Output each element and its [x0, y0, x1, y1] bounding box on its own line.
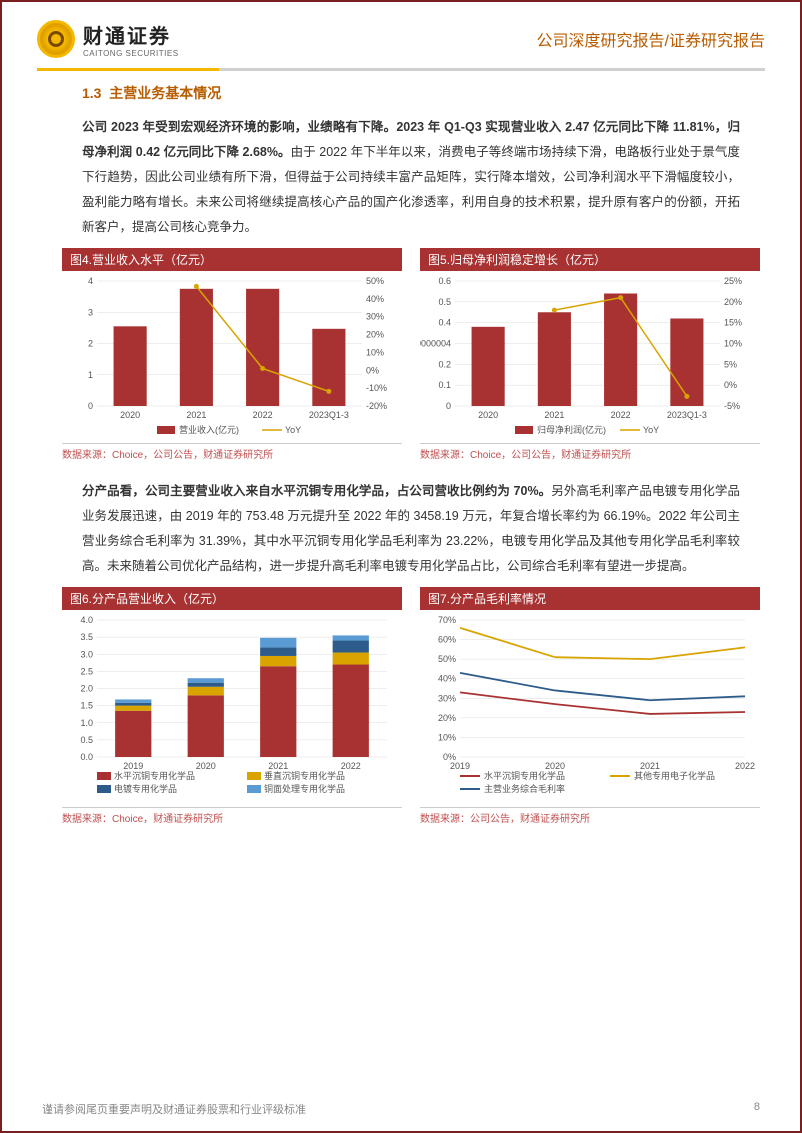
- paragraph-1: 公司 2023 年受到宏观经济环境的影响，业绩略有下降。2023 年 Q1-Q3…: [82, 115, 740, 240]
- svg-text:30%: 30%: [366, 312, 384, 322]
- svg-text:归母净利润(亿元): 归母净利润(亿元): [537, 424, 606, 435]
- svg-text:水平沉铜专用化学品: 水平沉铜专用化学品: [484, 770, 565, 781]
- chart-5-title: 图5.归母净利润稳定增长（亿元）: [420, 248, 760, 271]
- chart-7-source: 数据来源：公司公告，财通证券研究所: [420, 807, 760, 825]
- svg-text:2021: 2021: [544, 410, 564, 420]
- svg-text:2019: 2019: [123, 761, 143, 771]
- svg-text:2022: 2022: [735, 761, 755, 771]
- svg-text:2.5: 2.5: [80, 666, 93, 676]
- svg-text:0.30000000000000004: 0.30000000000000004: [420, 339, 451, 349]
- chart-6-title: 图6.分产品营业收入（亿元）: [62, 587, 402, 610]
- chart-7-title: 图7.分产品毛利率情况: [420, 587, 760, 610]
- report-type: 公司深度研究报告/证券研究报告: [537, 27, 765, 51]
- svg-text:2.0: 2.0: [80, 684, 93, 694]
- header: 财通证券 CAITONG SECURITIES 公司深度研究报告/证券研究报告: [2, 2, 800, 68]
- paragraph-2: 分产品看，公司主要营业收入来自水平沉铜专用化学品，占公司营收比例约为 70%。另…: [82, 479, 740, 579]
- svg-text:2022: 2022: [253, 410, 273, 420]
- footer: 谨请参阅尾页重要声明及财通证券股票和行业评级标准 8: [42, 1101, 760, 1117]
- svg-text:1.5: 1.5: [80, 701, 93, 711]
- chart-6: 图6.分产品营业收入（亿元） 0.0 0.5 1.0 1.5 2.0 2.5 3.0 3.5 4…: [62, 587, 402, 825]
- svg-text:2021: 2021: [268, 761, 288, 771]
- svg-text:0.5: 0.5: [438, 297, 451, 307]
- svg-text:2023Q1-3: 2023Q1-3: [667, 410, 707, 420]
- logo-en: CAITONG SECURITIES: [83, 49, 179, 58]
- svg-text:60%: 60%: [438, 635, 456, 645]
- chart-5-source: 数据来源：Choice，公司公告，财通证券研究所: [420, 443, 760, 461]
- svg-text:0.4: 0.4: [438, 318, 451, 328]
- svg-text:10%: 10%: [366, 347, 384, 357]
- svg-text:2021: 2021: [186, 410, 206, 420]
- svg-text:2023Q1-3: 2023Q1-3: [309, 410, 349, 420]
- svg-text:铜面处理专用化学品: 铜面处理专用化学品: [264, 783, 345, 794]
- footer-disclaimer: 谨请参阅尾页重要声明及财通证券股票和行业评级标准: [42, 1101, 306, 1117]
- svg-text:0%: 0%: [724, 380, 737, 390]
- svg-text:50%: 50%: [366, 276, 384, 286]
- footer-page: 8: [754, 1101, 760, 1117]
- svg-text:-10%: -10%: [366, 383, 387, 393]
- charts-row-2: 图6.分产品营业收入（亿元） 0.0 0.5 1.0 1.5 2.0 2.5 3.0 3.5 4…: [62, 587, 760, 825]
- svg-text:-5%: -5%: [724, 401, 740, 411]
- logo-icon: [37, 20, 75, 58]
- svg-text:0.5: 0.5: [80, 735, 93, 745]
- logo-cn: 财通证券: [83, 20, 179, 49]
- svg-text:10%: 10%: [438, 732, 456, 742]
- svg-text:2020: 2020: [478, 410, 498, 420]
- svg-text:2019: 2019: [450, 761, 470, 771]
- svg-text:25%: 25%: [724, 276, 742, 286]
- svg-text:0.6: 0.6: [438, 276, 451, 286]
- svg-text:0: 0: [446, 401, 451, 411]
- svg-text:4.0: 4.0: [80, 615, 93, 625]
- svg-text:15%: 15%: [724, 318, 742, 328]
- svg-text:2021: 2021: [640, 761, 660, 771]
- svg-text:2022: 2022: [611, 410, 631, 420]
- svg-text:4: 4: [88, 276, 93, 286]
- svg-text:40%: 40%: [438, 674, 456, 684]
- svg-text:70%: 70%: [438, 615, 456, 625]
- section-title: 1.3 主营业务基本情况: [82, 83, 740, 103]
- svg-text:0: 0: [88, 401, 93, 411]
- svg-text:水平沉铜专用化学品: 水平沉铜专用化学品: [114, 770, 195, 781]
- svg-text:2020: 2020: [545, 761, 565, 771]
- svg-text:0.0: 0.0: [80, 752, 93, 762]
- svg-text:垂直沉铜专用化学品: 垂直沉铜专用化学品: [264, 770, 345, 781]
- chart-6-source: 数据来源：Choice，财通证券研究所: [62, 807, 402, 825]
- logo: 财通证券 CAITONG SECURITIES: [37, 20, 179, 58]
- chart-4-source: 数据来源：Choice，公司公告，财通证券研究所: [62, 443, 402, 461]
- svg-text:30%: 30%: [438, 693, 456, 703]
- svg-text:0.1: 0.1: [438, 380, 451, 390]
- svg-text:营业收入(亿元): 营业收入(亿元): [179, 424, 239, 435]
- chart-7: 图7.分产品毛利率情况 0%10%20%30%40%50%60%70%20192…: [420, 587, 760, 825]
- chart-4-title: 图4.营业收入水平（亿元）: [62, 248, 402, 271]
- svg-text:-20%: -20%: [366, 401, 387, 411]
- svg-text:1: 1: [88, 370, 93, 380]
- svg-text:2020: 2020: [120, 410, 140, 420]
- svg-text:1.0: 1.0: [80, 718, 93, 728]
- svg-text:0%: 0%: [366, 365, 379, 375]
- charts-row-1: 图4.营业收入水平（亿元） 0 1 2 3 4 -20% -10% 0% 10% 20% 30% 40…: [62, 248, 760, 461]
- chart-5: 图5.归母净利润稳定增长（亿元） 0 0.1 0.2 0.30000000000000…: [420, 248, 760, 461]
- svg-text:2020: 2020: [196, 761, 216, 771]
- svg-text:5%: 5%: [724, 359, 737, 369]
- svg-text:0.2: 0.2: [438, 359, 451, 369]
- svg-text:3.5: 3.5: [80, 632, 93, 642]
- svg-text:主营业务综合毛利率: 主营业务综合毛利率: [484, 783, 565, 794]
- svg-text:3: 3: [88, 307, 93, 317]
- svg-text:YoY: YoY: [285, 425, 301, 435]
- svg-text:2022: 2022: [341, 761, 361, 771]
- chart-4: 图4.营业收入水平（亿元） 0 1 2 3 4 -20% -10% 0% 10% 20% 30% 40…: [62, 248, 402, 461]
- svg-text:10%: 10%: [724, 339, 742, 349]
- svg-text:20%: 20%: [366, 330, 384, 340]
- svg-text:20%: 20%: [438, 713, 456, 723]
- svg-text:3.0: 3.0: [80, 649, 93, 659]
- svg-text:2: 2: [88, 339, 93, 349]
- svg-text:50%: 50%: [438, 654, 456, 664]
- svg-text:电镀专用化学品: 电镀专用化学品: [114, 783, 177, 794]
- svg-text:YoY: YoY: [643, 425, 659, 435]
- svg-text:其他专用电子化学品: 其他专用电子化学品: [634, 770, 715, 781]
- svg-text:20%: 20%: [724, 297, 742, 307]
- svg-text:40%: 40%: [366, 294, 384, 304]
